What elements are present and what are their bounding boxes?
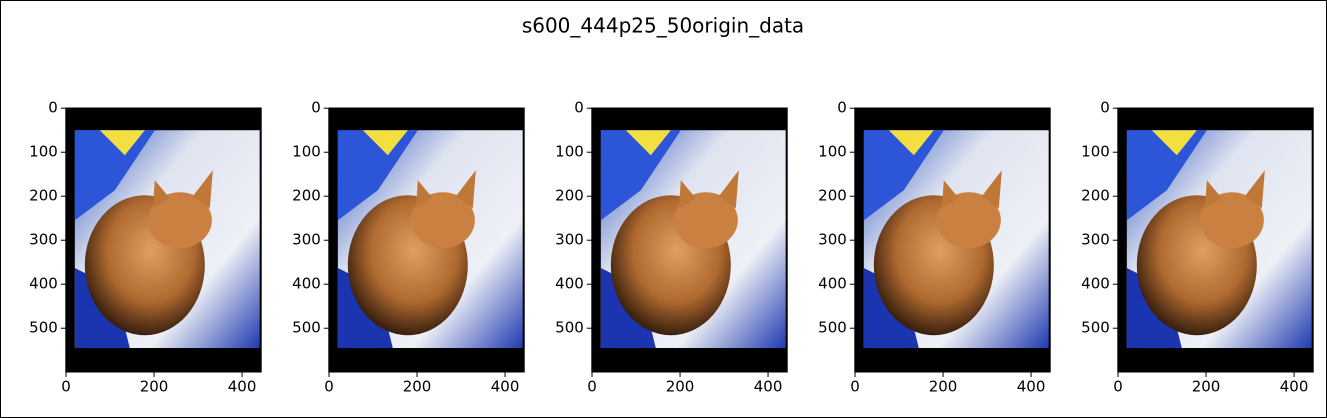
y-tick-label: 100	[555, 143, 584, 161]
photo-cat-ears	[941, 170, 1002, 209]
x-tick-label: 0	[587, 378, 597, 396]
x-tick-label: 400	[1280, 378, 1309, 396]
photo-cat-head	[936, 192, 1001, 249]
y-tick-label: 100	[1081, 143, 1110, 161]
photo-yellow	[625, 130, 671, 156]
photo-cat-ears	[1204, 170, 1265, 209]
y-tick-label: 500	[29, 319, 58, 337]
y-tick-label: 100	[292, 143, 321, 161]
x-tick-label: 200	[403, 378, 432, 396]
y-tick-label: 300	[29, 231, 58, 249]
x-tick-label: 200	[140, 378, 169, 396]
photo-blue-bag	[863, 130, 944, 221]
x-tick-label: 0	[61, 378, 71, 396]
y-tick-label: 200	[29, 187, 58, 205]
photo-yellow	[99, 130, 145, 156]
y-tick-label: 500	[818, 319, 847, 337]
photo-blue-bag	[337, 130, 418, 221]
y-tick-label: 0	[837, 99, 847, 117]
image-panel: 0 200 400 0 100 200 300 400 500	[29, 99, 262, 396]
y-tick-label: 200	[1081, 187, 1110, 205]
y-tick-label: 400	[818, 275, 847, 293]
photo-cat-head	[673, 192, 738, 249]
photo-yellow	[1151, 130, 1197, 156]
photo-cat-head	[410, 192, 475, 249]
y-tick-label: 300	[555, 231, 584, 249]
y-tick-label: 200	[555, 187, 584, 205]
photo-yellow	[362, 130, 408, 156]
x-tick-label: 400	[1017, 378, 1046, 396]
photo-blue-bag	[1126, 130, 1207, 221]
photo-cat-ears	[678, 170, 739, 209]
y-tick-label: 0	[1100, 99, 1110, 117]
x-tick-label: 400	[754, 378, 783, 396]
y-tick-label: 500	[555, 319, 584, 337]
y-tick-label: 300	[292, 231, 321, 249]
y-tick-label: 400	[1081, 275, 1110, 293]
x-tick-label: 0	[1113, 378, 1123, 396]
x-tick-label: 200	[666, 378, 695, 396]
image-panel: 0 200 400 0 100 200 300 400 500	[1081, 99, 1314, 396]
y-tick-label: 500	[1081, 319, 1110, 337]
y-tick-label: 400	[29, 275, 58, 293]
image-panel: 0 200 400 0 100 200 300 400 500	[292, 99, 525, 396]
y-tick-label: 500	[292, 319, 321, 337]
y-tick-label: 200	[292, 187, 321, 205]
y-tick-label: 100	[29, 143, 58, 161]
photo-yellow	[888, 130, 934, 156]
x-tick-label: 0	[324, 378, 334, 396]
photo-cat-head	[1199, 192, 1264, 249]
y-tick-label: 0	[311, 99, 321, 117]
image-panel: 0 200 400 0 100 200 300 400 500	[555, 99, 788, 396]
y-tick-label: 400	[292, 275, 321, 293]
y-tick-label: 200	[818, 187, 847, 205]
y-tick-label: 300	[818, 231, 847, 249]
photo-cat-ears	[415, 170, 476, 209]
x-tick-label: 400	[491, 378, 520, 396]
figure-title: s600_444p25_50origin_data	[522, 14, 804, 38]
y-tick-label: 100	[818, 143, 847, 161]
photo-cat-ears	[152, 170, 213, 209]
x-tick-label: 200	[1192, 378, 1221, 396]
x-tick-label: 0	[850, 378, 860, 396]
photo-blue-bag	[74, 130, 155, 221]
x-tick-label: 400	[228, 378, 257, 396]
y-tick-label: 0	[574, 99, 584, 117]
y-tick-label: 400	[555, 275, 584, 293]
photo-blue-bag	[600, 130, 681, 221]
image-panel: 0 200 400 0 100 200 300 400 500	[818, 99, 1051, 396]
y-tick-label: 300	[1081, 231, 1110, 249]
x-tick-label: 200	[929, 378, 958, 396]
photo-cat-head	[147, 192, 212, 249]
y-tick-label: 0	[48, 99, 58, 117]
